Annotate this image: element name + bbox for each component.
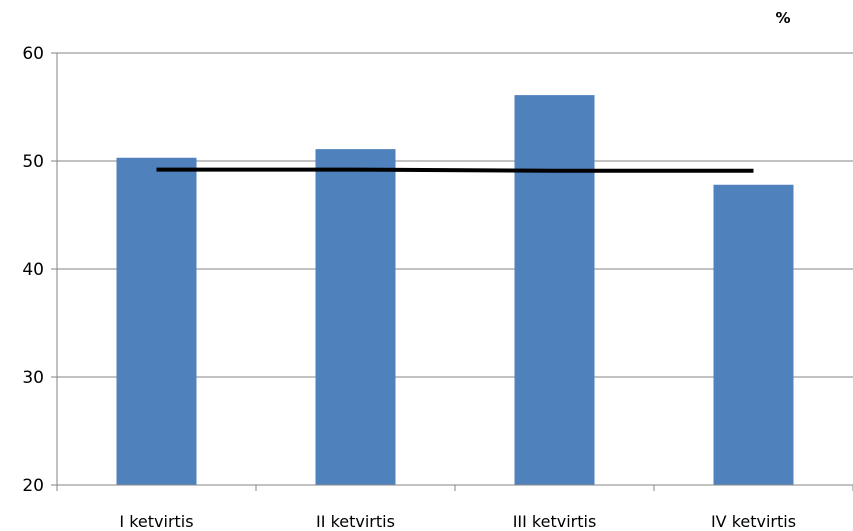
x-tick-label: IV ketvirtis [711,512,796,531]
y-tick-label: 60 [22,44,44,64]
x-tick-label: III ketvirtis [513,512,597,531]
y-tick-label: 30 [22,368,44,388]
bar-1 [116,157,197,485]
y-tick-labels: 20 30 40 50 60 [22,44,44,496]
y-tick-label: 20 [22,476,44,496]
line-series-path [156,167,754,173]
unit-label: % [775,9,790,27]
bar-2 [315,149,396,485]
x-tick-label: I ketvirtis [119,512,193,531]
y-tick-label: 40 [22,260,44,280]
x-tick-labels: I ketvirtis II ketvirtis III ketvirtis IV k… [119,512,796,531]
bar-4 [713,184,794,485]
bar-3 [514,95,595,486]
line-series [156,167,754,173]
axes [51,52,853,491]
x-tick-label: II ketvirtis [316,512,395,531]
y-tick-label: 50 [22,152,44,172]
bar-series [116,95,794,486]
